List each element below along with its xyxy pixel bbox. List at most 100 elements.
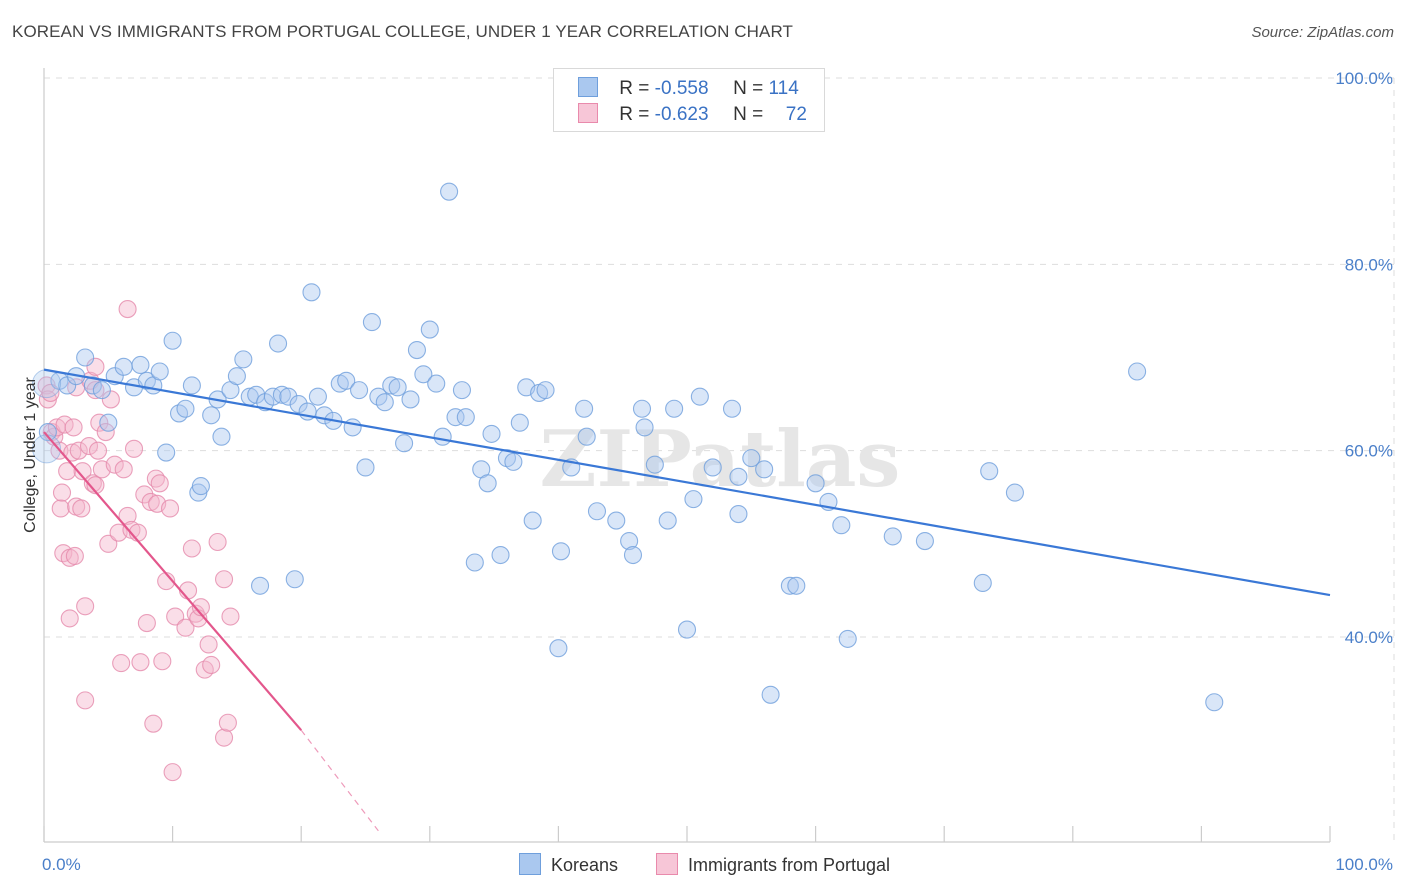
bottom-legend-koreans: Koreans (519, 853, 618, 876)
korean-point (587, 502, 607, 521)
legend-n-label: N = (733, 104, 764, 125)
korean-point (665, 399, 684, 418)
korean-point (729, 504, 748, 524)
korean-point (350, 381, 369, 400)
korean-point (883, 527, 902, 546)
korean-point (456, 408, 475, 427)
legend-row-koreans: R = -0.558 N = 114 (578, 77, 799, 101)
korean-point (523, 511, 542, 530)
korean-point (838, 629, 857, 648)
stats-legend: R = -0.558 N = 114 R = -0.623 N = 72 (553, 68, 825, 132)
korean-point (263, 387, 282, 406)
portugal-point (214, 570, 234, 589)
korean-point (388, 378, 407, 397)
portugal-point (88, 441, 108, 460)
bottom-legend-portugal: Immigrants from Portugal (656, 853, 890, 876)
portugal-point (86, 476, 105, 495)
korean-point (607, 511, 626, 530)
korean-point (478, 474, 497, 493)
portugal-point (163, 763, 182, 782)
legend-swatch-blue (578, 77, 598, 97)
legend-row-portugal: R = -0.623 N = 72 (578, 103, 807, 127)
korean-point (308, 387, 327, 406)
legend-n-value: 72 (785, 104, 807, 125)
korean-point (703, 458, 722, 477)
korean-point (362, 313, 381, 332)
korean-point (645, 455, 664, 474)
x-tick-label-min: 0.0% (42, 855, 81, 874)
y-tick-label: 40.0% (1345, 628, 1393, 647)
korean-point (551, 542, 571, 561)
portugal-point (65, 546, 84, 566)
korean-point (114, 357, 133, 376)
bottom-legend-swatch-pink (656, 853, 678, 875)
korean-point (980, 462, 999, 481)
portugal-point (176, 618, 195, 637)
source-label: Source: ZipAtlas.com (1251, 24, 1394, 41)
portugal-point (51, 499, 70, 518)
korean-point (202, 406, 221, 425)
portugal-point (118, 506, 137, 525)
korean-point (729, 467, 748, 486)
portugal-point (52, 483, 72, 502)
korean-point (915, 532, 934, 551)
korean-point (787, 576, 806, 595)
korean-point (446, 408, 465, 427)
korean-point (780, 576, 799, 595)
korean-point (356, 458, 375, 477)
korean-trend-line (43, 368, 1331, 597)
korean-point (684, 490, 703, 509)
korean-point (536, 381, 555, 400)
portugal-point (114, 460, 133, 479)
portugal-point (124, 439, 144, 458)
y-tick-label: 100.0% (1335, 69, 1393, 88)
korean-point (575, 399, 594, 418)
portugal-point (58, 462, 77, 481)
korean-point (163, 331, 182, 350)
korean-point (620, 532, 639, 551)
korean-point (1005, 483, 1024, 502)
portugal-point (202, 655, 221, 675)
portugal-point (137, 613, 156, 633)
portugal-point (182, 539, 201, 558)
korean-point (623, 545, 643, 565)
portugal-point (218, 713, 237, 732)
korean-point (504, 452, 523, 471)
portugal-point (199, 635, 218, 654)
legend-r-label: R = (619, 104, 650, 125)
korean-point (414, 365, 433, 384)
portugal-point (150, 474, 169, 493)
korean-point (722, 399, 742, 418)
portugal-trend-extension (300, 729, 379, 832)
y-axis-label: College, Under 1 year (22, 377, 39, 533)
legend-n-value: 114 (768, 78, 799, 99)
korean-point (272, 385, 291, 404)
korean-point (677, 620, 697, 639)
portugal-point (153, 652, 172, 671)
bottom-legend-label-portugal: Immigrants from Portugal (688, 855, 891, 875)
korean-point (427, 374, 446, 393)
portugal-point (60, 609, 79, 628)
korean-point (806, 474, 825, 493)
portugal-point (144, 714, 163, 733)
korean-point (337, 371, 356, 390)
portugal-point (105, 455, 124, 474)
portugal-point (99, 534, 118, 553)
korean-point (420, 320, 439, 339)
korean-point (182, 376, 201, 395)
korean-point (1205, 693, 1224, 712)
portugal-point (69, 441, 88, 460)
korean-point (465, 553, 484, 572)
korean-point (452, 381, 472, 400)
portugal-point (64, 418, 83, 437)
korean-point (761, 685, 780, 704)
legend-r-value: -0.623 (654, 104, 709, 125)
korean-point (131, 355, 150, 375)
korean-point (76, 348, 95, 367)
korean-point (382, 376, 401, 395)
korean-point (375, 393, 394, 412)
korean-point (191, 477, 210, 496)
korean-point (832, 516, 851, 535)
korean-point (343, 418, 362, 437)
